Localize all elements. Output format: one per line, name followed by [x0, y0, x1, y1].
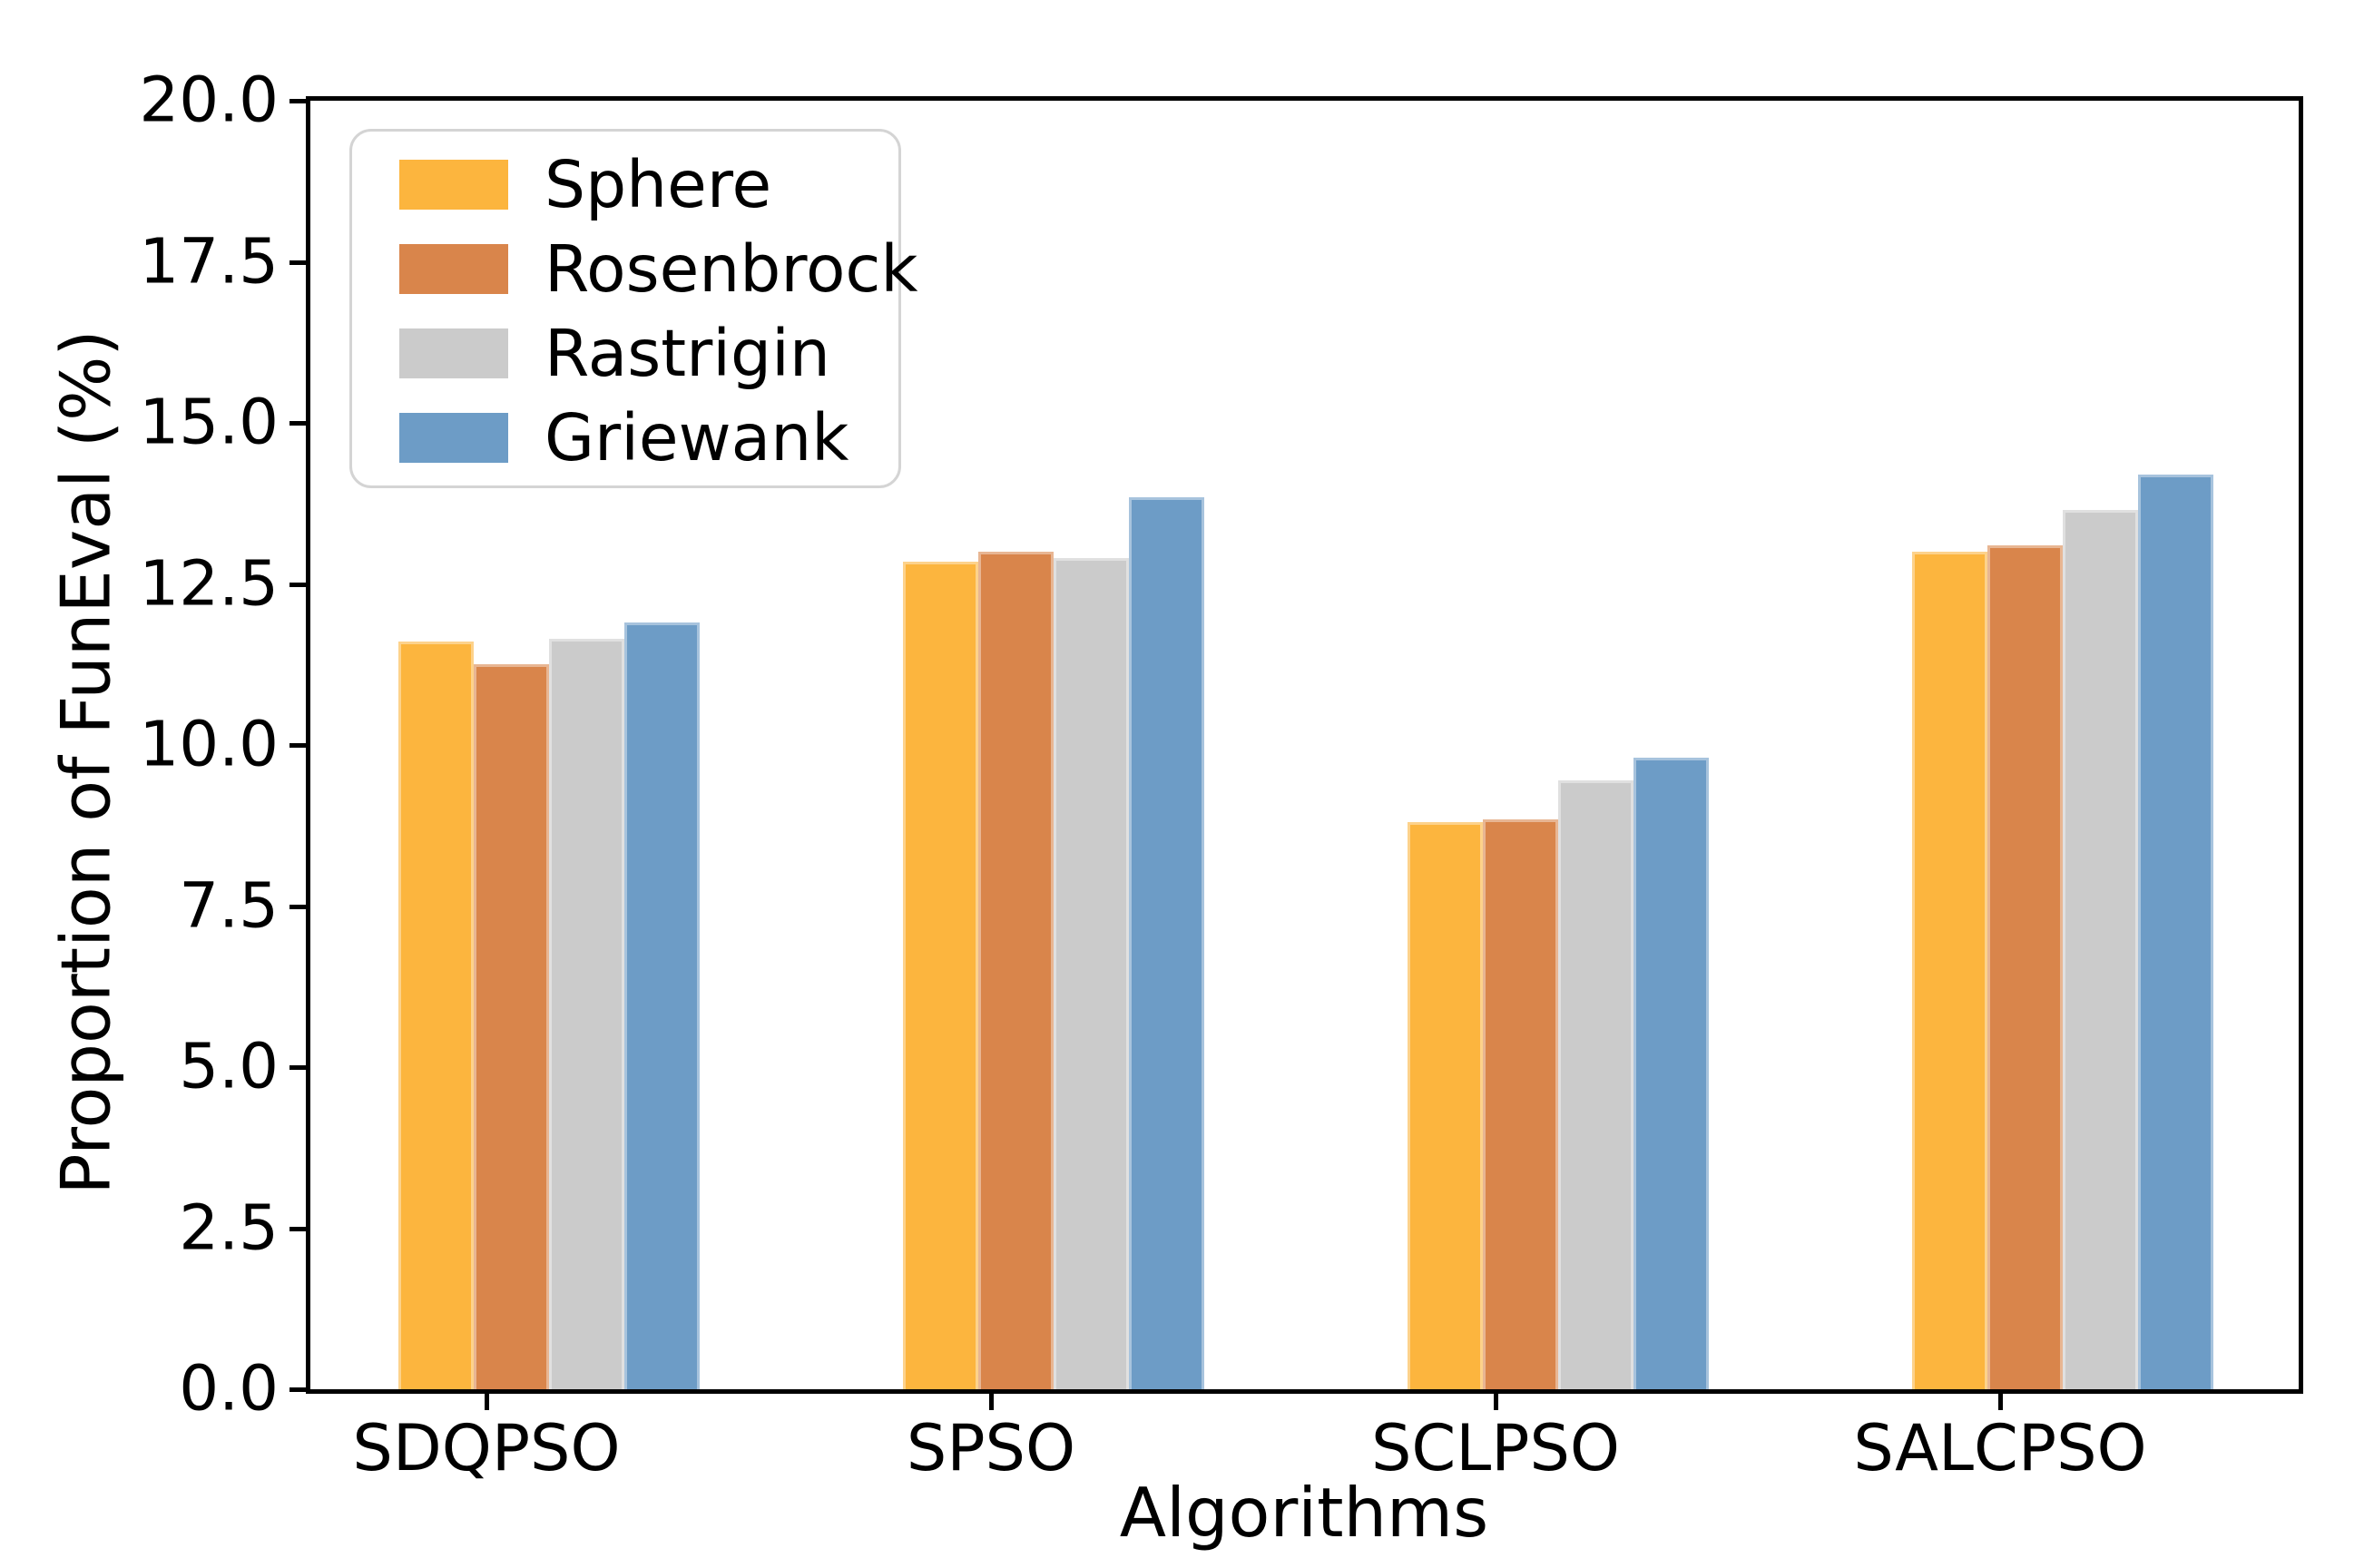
y-tick-mark-17.5	[289, 260, 306, 265]
y-tick-label-2.5: 2.5	[179, 1191, 279, 1264]
bar-salcpso-rosenbrock	[1987, 544, 2063, 1389]
legend-swatch-rastrigin	[399, 328, 508, 378]
bar-sclpso-rosenbrock	[1483, 818, 1558, 1389]
y-tick-mark-7.5	[289, 904, 306, 909]
legend-item-sphere: Sphere	[352, 142, 898, 227]
bar-sdqpso-rosenbrock	[474, 664, 549, 1389]
y-tick-mark-12.5	[289, 582, 306, 587]
y-tick-label-10.0: 10.0	[139, 708, 279, 781]
x-axis-label: Algorithms	[1119, 1473, 1489, 1553]
bar-salcpso-rastrigin	[2063, 509, 2138, 1389]
x-tick-label-sdqpso: SDQPSO	[352, 1411, 621, 1485]
y-tick-label-20.0: 20.0	[139, 64, 279, 137]
legend-label-griewank: Griewank	[544, 400, 849, 475]
bar-sclpso-rastrigin	[1558, 780, 1633, 1389]
legend-item-rastrigin: Rastrigin	[352, 311, 898, 396]
bar-spso-rosenbrock	[978, 552, 1054, 1389]
bar-sclpso-griewank	[1633, 758, 1709, 1389]
legend-swatch-sphere	[399, 160, 508, 210]
x-tick-mark-spso	[989, 1394, 994, 1410]
plot-area: SDQPSO SPSO SCLPSO SALCPSO 0.0 2.5 5.0 7.5 10.0 1…	[139, 69, 2303, 1480]
y-tick-label-12.5: 12.5	[139, 547, 279, 620]
bar-sdqpso-rastrigin	[549, 638, 624, 1389]
legend-label-rastrigin: Rastrigin	[544, 316, 830, 391]
legend-swatch-griewank	[399, 413, 508, 463]
y-tick-mark-5.0	[289, 1065, 306, 1070]
y-tick-mark-10.0	[289, 743, 306, 748]
legend-label-sphere: Sphere	[544, 147, 772, 222]
x-tick-label-salcpso: SALCPSO	[1853, 1411, 2147, 1485]
x-tick-label-spso: SPSO	[906, 1411, 1076, 1485]
bar-spso-rastrigin	[1054, 558, 1129, 1389]
y-tick-label-0.0: 0.0	[179, 1352, 279, 1426]
bar-sdqpso-sphere	[398, 642, 474, 1389]
y-tick-label-17.5: 17.5	[139, 225, 279, 298]
bar-sdqpso-griewank	[624, 622, 700, 1389]
legend-item-griewank: Griewank	[352, 396, 898, 480]
legend-item-rosenbrock: Rosenbrock	[352, 227, 918, 311]
legend-label-rosenbrock: Rosenbrock	[544, 231, 918, 307]
legend-swatch-rosenbrock	[399, 244, 508, 294]
x-tick-mark-sclpso	[1494, 1394, 1498, 1410]
bar-sclpso-sphere	[1408, 822, 1483, 1389]
bar-spso-griewank	[1129, 496, 1204, 1389]
bar-spso-sphere	[903, 561, 978, 1389]
y-axis-label: Proportion of FunEval (%)	[45, 329, 126, 1195]
y-tick-label-15.0: 15.0	[139, 386, 279, 459]
bar-salcpso-sphere	[1912, 552, 1987, 1389]
y-tick-mark-2.5	[289, 1226, 306, 1231]
x-tick-label-sclpso: SCLPSO	[1370, 1411, 1621, 1485]
x-tick-mark-sdqpso	[485, 1394, 489, 1410]
y-tick-mark-20.0	[289, 99, 306, 103]
y-tick-label-7.5: 7.5	[179, 869, 279, 942]
x-tick-mark-salcpso	[1998, 1394, 2003, 1410]
bar-salcpso-griewank	[2138, 474, 2213, 1389]
y-tick-label-5.0: 5.0	[179, 1030, 279, 1103]
legend: Sphere Rosenbrock Rastrigin Griewank	[349, 129, 918, 488]
y-tick-mark-15.0	[289, 421, 306, 426]
y-tick-mark-0.0	[289, 1387, 306, 1392]
